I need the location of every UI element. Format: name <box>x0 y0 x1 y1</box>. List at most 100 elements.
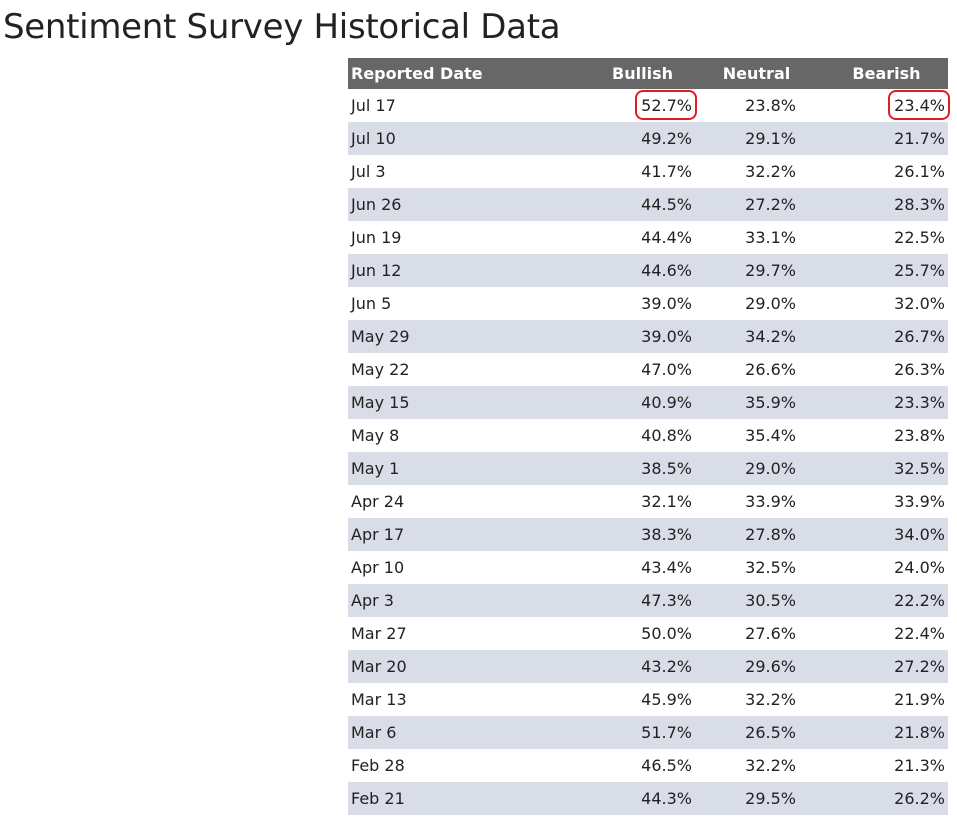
cell-value: May 1 <box>351 459 400 478</box>
cell-value: 38.5% <box>641 459 692 478</box>
neutral-cell: 32.5% <box>698 551 823 584</box>
cell-value: Jun 12 <box>351 261 402 280</box>
table-row: Mar 13 45.9% 32.2% 21.9% <box>348 683 948 716</box>
table-row: Jul 17 52.7% 23.8% 23.4% <box>348 89 950 122</box>
cell-value: 34.0% <box>894 525 945 544</box>
cell-value: 50.0% <box>641 624 692 643</box>
column-header-bullish[interactable]: Bullish <box>598 58 698 89</box>
cell-value: 29.1% <box>745 129 796 148</box>
date-cell: May 15 <box>348 386 598 419</box>
date-cell: Jun 12 <box>348 254 598 287</box>
cell-value: Jul 17 <box>351 96 396 115</box>
column-header-neutral[interactable]: Neutral <box>698 58 823 89</box>
neutral-cell: 29.5% <box>698 782 823 815</box>
cell-value: 23.3% <box>894 393 945 412</box>
cell-value: 26.2% <box>894 789 945 808</box>
header-label: Neutral <box>722 64 791 83</box>
cell-value: 33.9% <box>745 492 796 511</box>
neutral-cell: 29.6% <box>698 650 823 683</box>
column-header-reported-date[interactable]: Reported Date <box>348 58 598 89</box>
cell-value: Apr 3 <box>351 591 394 610</box>
cell-value: 29.0% <box>745 459 796 478</box>
bearish-cell: 26.7% <box>823 320 948 353</box>
cell-value: 39.0% <box>641 294 692 313</box>
cell-value: 41.7% <box>641 162 692 181</box>
neutral-cell: 35.9% <box>698 386 823 419</box>
bearish-cell: 24.0% <box>823 551 948 584</box>
cell-value: Apr 24 <box>351 492 405 511</box>
bullish-cell: 44.6% <box>598 254 698 287</box>
neutral-cell: 29.1% <box>698 122 823 155</box>
bearish-cell: 27.2% <box>823 650 948 683</box>
date-cell: Jun 19 <box>348 221 598 254</box>
cell-value: Mar 27 <box>351 624 407 643</box>
table-row: May 15 40.9% 35.9% 23.3% <box>348 386 948 419</box>
cell-value: 39.0% <box>641 327 692 346</box>
neutral-cell: 32.2% <box>698 683 823 716</box>
date-cell: Apr 3 <box>348 584 598 617</box>
date-cell: Jun 5 <box>348 287 598 320</box>
header-row: Reported Date Bullish Neutral Bearish <box>348 58 948 89</box>
cell-value: 27.6% <box>745 624 796 643</box>
bearish-cell: 23.4% <box>823 89 950 122</box>
circled-value: 23.4% <box>888 90 950 120</box>
cell-value: Mar 6 <box>351 723 397 742</box>
bearish-cell: 32.0% <box>823 287 948 320</box>
cell-value: 51.7% <box>641 723 692 742</box>
bearish-cell: 26.1% <box>823 155 948 188</box>
cell-value: 26.1% <box>894 162 945 181</box>
page-title: Sentiment Survey Historical Data <box>3 7 561 47</box>
cell-value: 26.5% <box>745 723 796 742</box>
cell-value: 43.4% <box>641 558 692 577</box>
cell-value: 22.5% <box>894 228 945 247</box>
circled-value: 52.7% <box>635 90 697 120</box>
bearish-cell: 22.4% <box>823 617 948 650</box>
neutral-cell: 27.6% <box>698 617 823 650</box>
date-cell: Feb 21 <box>348 782 598 815</box>
date-cell: Mar 20 <box>348 650 598 683</box>
cell-value: 49.2% <box>641 129 692 148</box>
cell-value: Mar 20 <box>351 657 407 676</box>
date-cell: May 22 <box>348 353 598 386</box>
neutral-cell: 26.5% <box>698 716 823 749</box>
bearish-cell: 21.8% <box>823 716 948 749</box>
neutral-cell: 29.0% <box>698 287 823 320</box>
bearish-cell: 32.5% <box>823 452 948 485</box>
table-row: Apr 24 32.1% 33.9% 33.9% <box>348 485 948 518</box>
neutral-cell: 35.4% <box>698 419 823 452</box>
cell-value: 44.5% <box>641 195 692 214</box>
bearish-cell: 26.2% <box>823 782 948 815</box>
cell-value: May 29 <box>351 327 410 346</box>
date-cell: Mar 13 <box>348 683 598 716</box>
bullish-cell: 45.9% <box>598 683 698 716</box>
bearish-cell: 33.9% <box>823 485 948 518</box>
header-label: Bullish <box>612 64 673 83</box>
bearish-cell: 23.8% <box>823 419 948 452</box>
cell-value: 38.3% <box>641 525 692 544</box>
cell-value: 26.3% <box>894 360 945 379</box>
table-row: Mar 20 43.2% 29.6% 27.2% <box>348 650 948 683</box>
cell-value: 35.9% <box>745 393 796 412</box>
cell-value: 21.7% <box>894 129 945 148</box>
date-cell: Feb 28 <box>348 749 598 782</box>
cell-value: 43.2% <box>641 657 692 676</box>
bearish-cell: 21.9% <box>823 683 948 716</box>
date-cell: May 29 <box>348 320 598 353</box>
bearish-cell: 23.3% <box>823 386 948 419</box>
bearish-cell: 22.2% <box>823 584 948 617</box>
cell-value: 27.2% <box>745 195 796 214</box>
cell-value: Jul 3 <box>351 162 386 181</box>
cell-value: 26.7% <box>894 327 945 346</box>
table-row: Mar 27 50.0% 27.6% 22.4% <box>348 617 948 650</box>
column-header-bearish[interactable]: Bearish <box>823 58 948 89</box>
date-cell: Apr 17 <box>348 518 598 551</box>
table-row: Jun 26 44.5% 27.2% 28.3% <box>348 188 948 221</box>
header-label: Reported Date <box>351 64 483 83</box>
table-row: Apr 3 47.3% 30.5% 22.2% <box>348 584 948 617</box>
cell-value: 27.2% <box>894 657 945 676</box>
bullish-cell: 41.7% <box>598 155 698 188</box>
cell-value: 34.2% <box>745 327 796 346</box>
neutral-cell: 33.9% <box>698 485 823 518</box>
table-row: Feb 28 46.5% 32.2% 21.3% <box>348 749 948 782</box>
cell-value: Jun 5 <box>351 294 392 313</box>
